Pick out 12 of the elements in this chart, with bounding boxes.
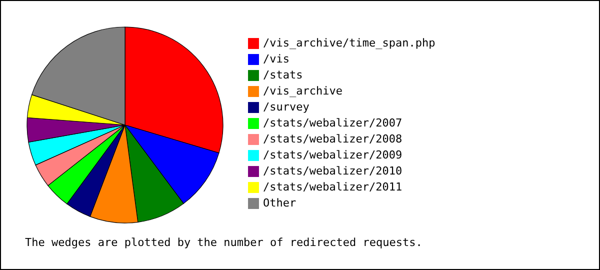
legend-label: /stats [263,68,303,82]
legend-label: /stats/webalizer/2009 [263,148,402,162]
legend-label: /vis_archive [263,84,342,98]
legend-label: Other [263,196,296,210]
legend-label: /survey [263,100,310,114]
legend-label: /vis [263,52,290,66]
legend-label: /stats/webalizer/2010 [263,164,402,178]
legend-label: /stats/webalizer/2011 [263,180,402,194]
legend-label: /vis_archive/time_span.php [263,36,436,50]
legend-label: /stats/webalizer/2008 [263,132,402,146]
legend-label: /stats/webalizer/2007 [263,116,402,130]
text: The wedges are plotted by the number of redirected requests. [25,236,422,249]
